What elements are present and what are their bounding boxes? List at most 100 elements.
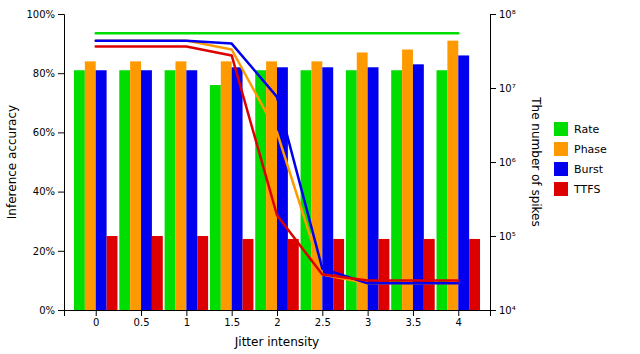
legend-swatch xyxy=(554,142,568,156)
tick: 60% xyxy=(33,127,64,138)
tick-mark xyxy=(490,162,496,163)
tick-mark xyxy=(58,310,64,311)
line xyxy=(96,47,459,281)
tick: 10⁷ xyxy=(490,83,516,94)
tick-label: 100% xyxy=(26,9,55,20)
axis-line xyxy=(65,311,491,317)
tick: 10⁴ xyxy=(490,305,516,316)
tick-label: 2.5 xyxy=(315,317,331,328)
bar xyxy=(469,239,480,310)
bar xyxy=(221,61,232,310)
tick-mark xyxy=(490,236,496,237)
tick-label: 1 xyxy=(184,317,190,328)
tick: 3.5 xyxy=(406,310,422,328)
tick-mark xyxy=(141,310,142,316)
bar xyxy=(255,70,266,310)
tick-label: 3 xyxy=(365,317,371,328)
tick-label: 40% xyxy=(33,186,55,197)
tick: 20% xyxy=(33,246,64,257)
tick: 2.5 xyxy=(315,310,331,328)
tick-mark xyxy=(277,310,278,316)
legend-label: Rate xyxy=(574,123,599,136)
bar-series xyxy=(85,41,458,310)
bar-series xyxy=(74,70,447,310)
bar xyxy=(186,70,197,310)
tick: 1.5 xyxy=(224,310,240,328)
chart: 00.511.522.533.540%20%40%60%80%100%10⁴10… xyxy=(0,0,640,354)
tick: 100% xyxy=(26,9,64,20)
bar xyxy=(165,70,176,310)
legend: Rate Phase Burst TTFS xyxy=(554,122,607,196)
bar xyxy=(232,67,243,310)
bar xyxy=(141,70,152,310)
tick: 40% xyxy=(33,186,64,197)
x-axis-title: Jitter intensity xyxy=(234,335,319,349)
tick-mark xyxy=(232,310,233,316)
tick-mark xyxy=(490,88,496,89)
tick-mark xyxy=(413,310,414,316)
bar xyxy=(96,70,107,310)
bar-series xyxy=(107,236,480,310)
tick-label: 0% xyxy=(39,305,55,316)
y2-axis-title: The number of spikes xyxy=(529,96,543,227)
bar xyxy=(447,41,458,310)
legend-swatch xyxy=(554,182,568,196)
bar xyxy=(402,50,413,310)
tick: 2 xyxy=(274,310,280,328)
tick-mark xyxy=(58,14,64,15)
legend-swatch xyxy=(554,122,568,136)
tick-label: 80% xyxy=(33,68,55,79)
tick-label: 20% xyxy=(33,246,55,257)
line xyxy=(96,32,459,35)
bar xyxy=(74,70,85,310)
bar xyxy=(288,239,299,310)
bar xyxy=(175,61,186,310)
plot: 00.511.522.533.540%20%40%60%80%100%10⁴10… xyxy=(5,9,607,349)
legend-label: Burst xyxy=(574,163,604,176)
bar xyxy=(197,236,208,310)
tick-label: 4 xyxy=(456,317,462,328)
tick: 0.5 xyxy=(134,310,150,328)
tick-label: 10⁷ xyxy=(499,83,516,94)
tick: 10⁶ xyxy=(490,157,516,168)
tick-mark xyxy=(368,310,369,316)
legend-item: TTFS xyxy=(554,182,600,196)
tick-label: 0 xyxy=(93,317,99,328)
tick: 80% xyxy=(33,68,64,79)
tick-mark xyxy=(186,310,187,316)
bar xyxy=(346,70,357,310)
tick: 0 xyxy=(93,310,99,328)
bar xyxy=(130,61,141,310)
axis-line xyxy=(491,15,497,311)
bar xyxy=(368,67,379,310)
tick: 10⁵ xyxy=(490,231,516,242)
bar xyxy=(119,70,130,310)
legend-item: Rate xyxy=(554,122,599,136)
tick-mark xyxy=(458,310,459,316)
tick-mark xyxy=(322,310,323,316)
tick-mark xyxy=(58,192,64,193)
tick: 10⁸ xyxy=(490,9,516,20)
legend-item: Burst xyxy=(554,162,604,176)
bar xyxy=(424,239,435,310)
legend-label: TTFS xyxy=(573,183,600,196)
tick: 4 xyxy=(456,310,462,328)
legend-swatch xyxy=(554,162,568,176)
y2-axis: 10⁴ 10⁵ 10⁶ 10⁷ 10⁸ xyxy=(490,9,516,316)
tick-label: 10⁵ xyxy=(499,231,516,242)
tick-label: 10⁶ xyxy=(499,157,516,168)
tick-label: 60% xyxy=(33,127,55,138)
bar xyxy=(379,239,390,310)
marks xyxy=(74,33,480,310)
bar xyxy=(437,70,448,310)
x-axis: 0 0.5 1 1.5 2 2.5 3 3.5 4 xyxy=(65,310,491,328)
tick-mark xyxy=(490,14,496,15)
bar xyxy=(413,64,424,310)
bar xyxy=(458,55,469,310)
axis-line xyxy=(58,15,65,311)
tick-label: 2 xyxy=(274,317,280,328)
legend-label: Phase xyxy=(574,143,607,156)
bar xyxy=(391,70,402,310)
y-axis: 0% 20% 40% 60% 80% 100% xyxy=(26,9,64,316)
line xyxy=(96,41,459,284)
